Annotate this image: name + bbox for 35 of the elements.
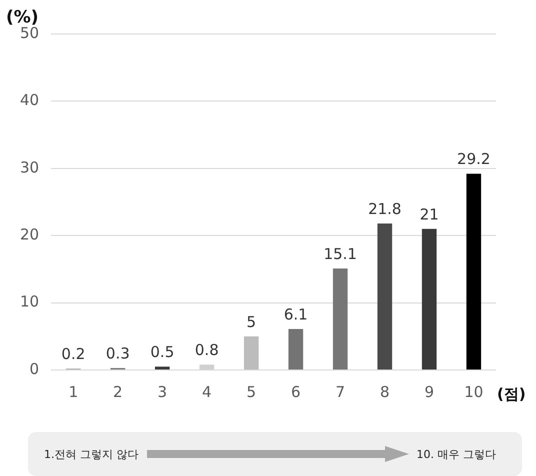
bar xyxy=(244,336,259,370)
data-label: 21 xyxy=(420,205,439,224)
data-label: 0.5 xyxy=(150,343,174,362)
y-tick-label: 40 xyxy=(20,91,40,110)
x-tick-label: 10 xyxy=(464,382,484,401)
y-tick-label: 0 xyxy=(30,360,40,378)
x-tick-label: 3 xyxy=(158,382,168,401)
x-tick-label: 8 xyxy=(380,382,390,401)
y-tick-label: 30 xyxy=(20,158,40,176)
y-tick-label: 20 xyxy=(20,225,40,244)
bar xyxy=(466,174,482,370)
x-axis-title: (점) xyxy=(497,384,526,403)
data-label: 0.2 xyxy=(61,345,86,364)
x-tick-label: 6 xyxy=(291,382,301,401)
x-tick-label: 4 xyxy=(202,382,212,401)
data-label: 5 xyxy=(246,312,256,331)
data-label: 15.1 xyxy=(324,244,357,263)
data-label: 0.8 xyxy=(194,341,219,360)
x-tick-label: 5 xyxy=(246,382,256,401)
text: 10. 매우 그렇다 xyxy=(416,446,496,462)
x-tick-label: 9 xyxy=(424,382,434,401)
data-label: 21.8 xyxy=(368,200,402,218)
x-tick-label: 2 xyxy=(113,382,123,401)
bar xyxy=(332,268,348,370)
data-label: 6.1 xyxy=(284,305,308,324)
x-tick-label: 7 xyxy=(336,382,346,401)
bar xyxy=(154,366,170,370)
bar xyxy=(422,228,437,370)
data-label: 29.2 xyxy=(457,150,490,168)
bar xyxy=(377,224,392,370)
text: 1.전혀 그렇지 않다 xyxy=(44,446,138,462)
data-label: 0.3 xyxy=(106,344,130,362)
y-tick-label: 10 xyxy=(20,292,40,311)
x-tick-label: 1 xyxy=(68,382,78,401)
bar xyxy=(288,329,304,370)
